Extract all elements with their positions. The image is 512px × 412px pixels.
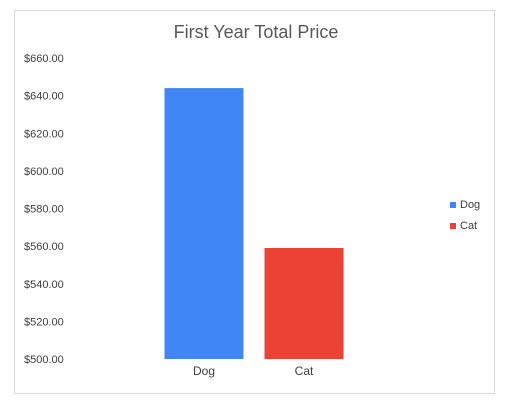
x-tick-label: Dog <box>193 364 215 378</box>
bars <box>164 88 344 359</box>
bar-dog <box>164 88 244 359</box>
legend: Dog Cat <box>450 199 480 232</box>
legend-label-dog: Dog <box>460 199 480 211</box>
y-tick-label: $520.00 <box>24 316 64 328</box>
chart-title: First Year Total Price <box>174 22 339 42</box>
x-tick-label: Cat <box>295 364 314 378</box>
y-tick-label: $540.00 <box>24 279 64 291</box>
legend-swatch-dog <box>450 202 456 208</box>
y-tick-label: $620.00 <box>24 128 64 140</box>
y-tick-label: $560.00 <box>24 241 64 253</box>
y-tick-label: $500.00 <box>24 354 64 366</box>
y-tick-label: $580.00 <box>24 204 64 216</box>
y-tick-label: $600.00 <box>24 166 64 178</box>
legend-swatch-cat <box>450 223 456 229</box>
y-tick-label: $640.00 <box>24 91 64 103</box>
y-tick-label: $660.00 <box>24 53 64 65</box>
bar-cat <box>264 248 344 359</box>
x-axis: Dog Cat <box>193 364 314 378</box>
y-axis: $660.00 $640.00 $620.00 $600.00 $580.00 $560.… <box>24 53 64 366</box>
chart-frame <box>14 10 495 394</box>
legend-label-cat: Cat <box>460 220 477 232</box>
